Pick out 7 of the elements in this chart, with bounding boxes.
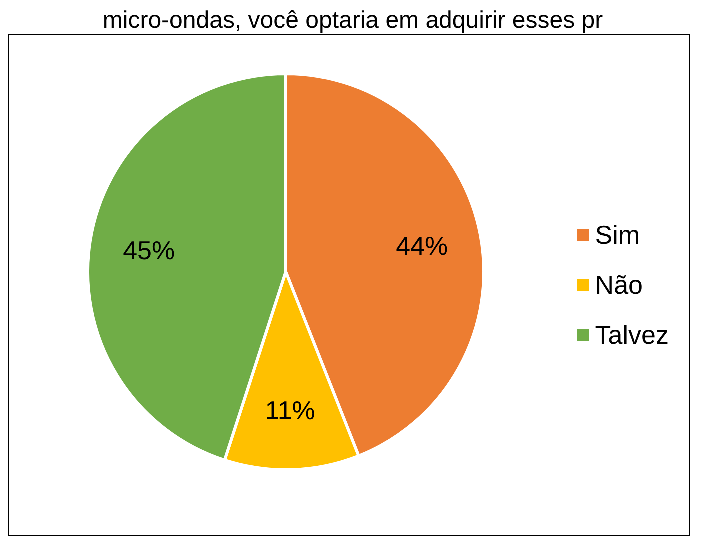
- legend-label: Sim: [595, 219, 640, 252]
- legend-label: Não: [595, 269, 643, 302]
- chart-title: micro-ondas, você optaria em adquirir esses pr: [102, 7, 604, 34]
- data-label: 44%: [396, 231, 448, 262]
- data-label: 11%: [265, 396, 316, 426]
- legend-label: Talvez: [595, 319, 669, 352]
- data-label: 45%: [123, 235, 176, 266]
